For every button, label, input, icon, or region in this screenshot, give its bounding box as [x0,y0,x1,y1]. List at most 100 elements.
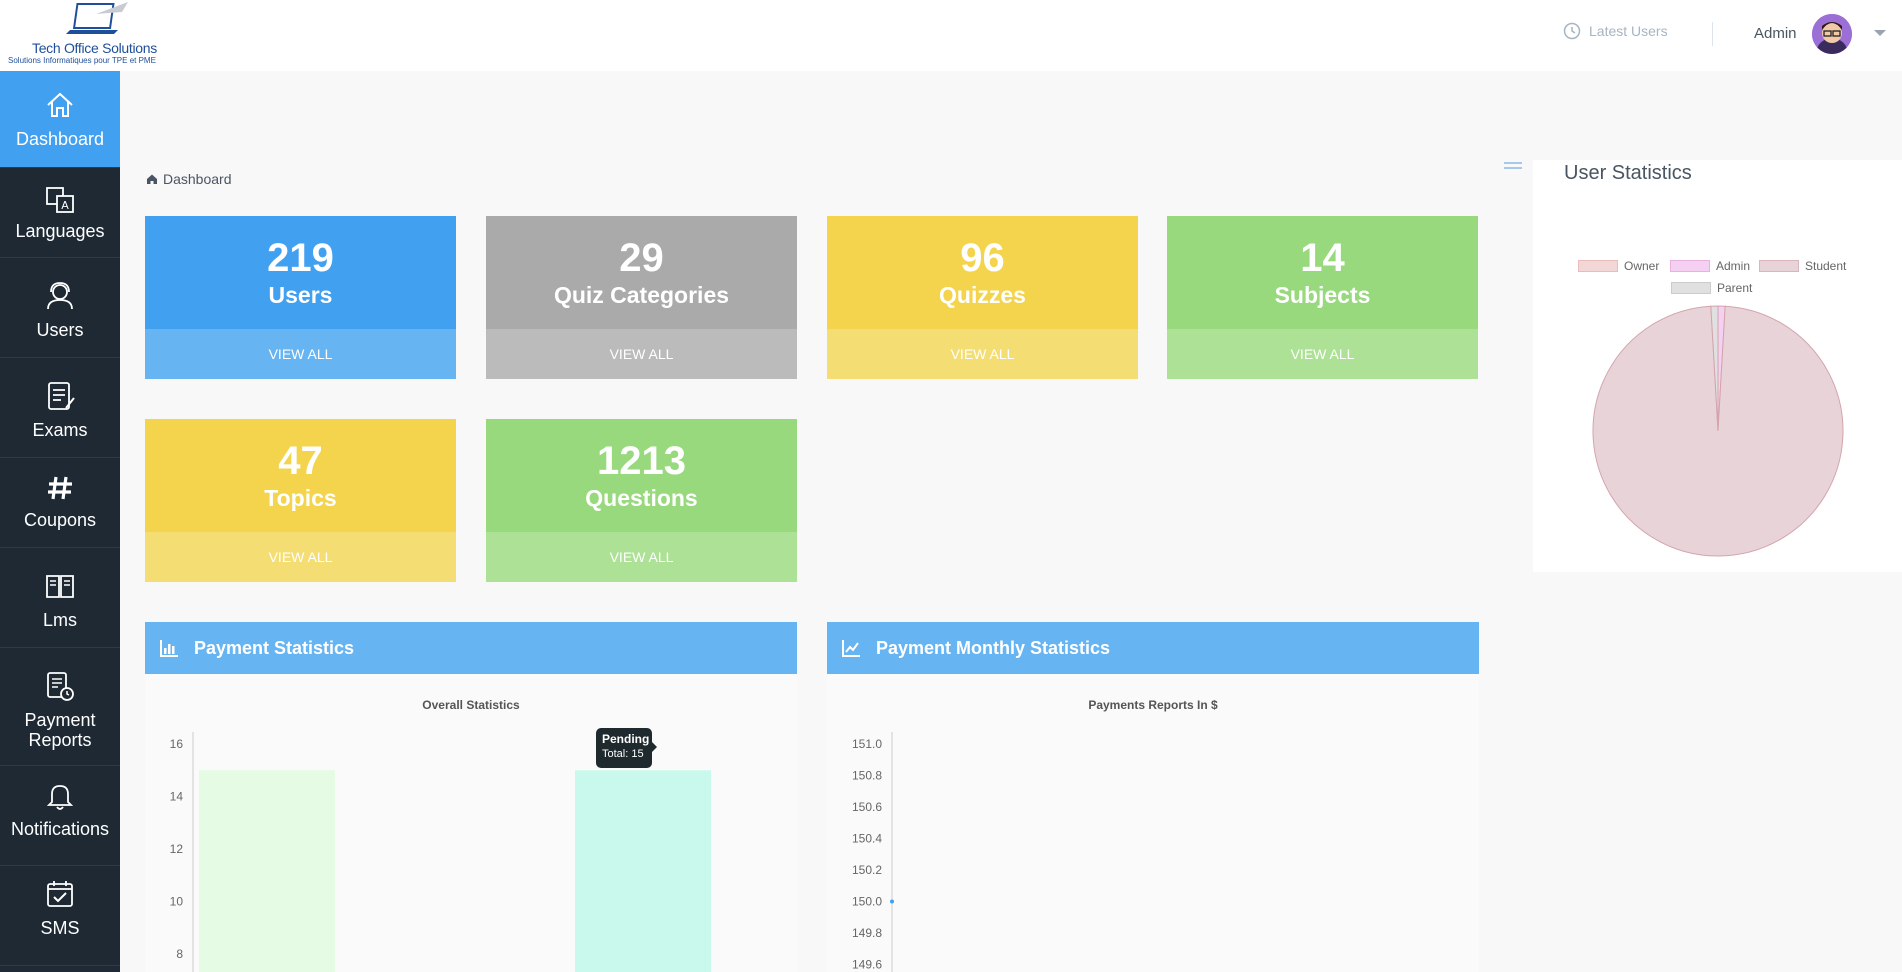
view-all-button[interactable]: VIEW ALL [486,532,797,582]
card-body: 14 Subjects [1167,216,1478,329]
sidebar-item-label: SMS [40,918,80,938]
stat-card-subjects: 14 Subjects VIEW ALL [1167,216,1478,379]
card-count: 219 [267,236,334,280]
bar-chart-icon [160,640,178,657]
tooltip-title: Pending [602,732,650,746]
view-all-button[interactable]: VIEW ALL [827,329,1138,379]
legend-item-admin[interactable]: Admin [1670,259,1750,273]
sidebar-item-notifications[interactable]: Notifications [0,766,120,866]
logo[interactable]: Tech Office Solutions Solutions Informat… [6,0,196,70]
home-icon [47,92,73,117]
pie-slice-parent[interactable] [1710,305,1719,432]
sidebar-item-label: Exams [32,420,88,440]
y-tick-label: 150.2 [852,863,882,877]
chart-title: Payments Reports In $ [1088,698,1218,712]
chart-tooltip: Pending Total: 15 [596,728,657,768]
laptop-logo-icon [66,2,128,34]
sidebar-item-label-line1: Payment [24,710,96,730]
y-tick-label: 12 [170,842,184,856]
y-tick-label: 10 [170,895,184,909]
card-body: 96 Quizzes [827,216,1138,329]
legend-item-parent[interactable]: Parent [1671,281,1752,295]
data-point[interactable] [890,899,894,904]
payment-monthly-statistics-panel: Payment Monthly Statistics Payments Repo… [827,622,1479,972]
card-body: 1213 Questions [486,419,797,532]
card-label: Questions [585,485,698,511]
stat-card-questions: 1213 Questions VIEW ALL [486,419,797,582]
hamburger-menu-icon[interactable] [1504,162,1522,174]
sidebar-item-payment-reports[interactable]: Payment Reports [0,648,120,766]
panel-title: User Statistics [1564,162,1692,184]
stat-card-quiz-categories: 29 Quiz Categories VIEW ALL [486,216,797,379]
svg-text:A: A [61,199,69,212]
stat-card-quizzes: 96 Quizzes VIEW ALL [827,216,1138,379]
card-count: 14 [1300,236,1345,280]
sidebar-item-label-line2: Reports [28,730,92,750]
sidebar-item-users[interactable]: Users [0,258,120,358]
user-name[interactable]: Admin [1754,25,1797,42]
exams-icon [48,382,75,410]
y-tick-label: 150.6 [852,800,882,814]
avatar[interactable] [1812,14,1852,54]
card-label: Users [268,282,333,308]
card-count: 29 [619,236,664,280]
user-menu-caret-icon[interactable] [1874,30,1886,36]
legend-label: Admin [1716,259,1751,273]
stat-card-users: 219 Users VIEW ALL [145,216,456,379]
latest-users-link[interactable]: Latest Users [1563,22,1668,40]
latest-users-label: Latest Users [1589,23,1668,39]
y-tick-label: 149.6 [852,958,882,972]
bar-pending[interactable] [575,770,711,972]
book-icon [46,575,74,598]
view-all-button[interactable]: VIEW ALL [486,329,797,379]
sidebar-item-coupons[interactable]: Coupons [0,458,120,548]
panel-header: Payment Statistics [145,622,797,674]
user-statistics-pie-chart [1592,305,1844,557]
chart-title: Overall Statistics [422,698,520,712]
user-statistics-panel: User Statistics Owner Admin Student Pare… [1533,160,1902,572]
view-all-button[interactable]: VIEW ALL [145,532,456,582]
view-all-button[interactable]: VIEW ALL [145,329,456,379]
pie-slice-student[interactable] [1592,305,1844,557]
y-tick-label: 150.4 [852,832,882,846]
logo-tagline: Solutions Informatiques pour TPE et PME [8,56,156,65]
sidebar-item-lms[interactable]: Lms [0,548,120,648]
bar-success[interactable] [199,770,335,972]
sidebar-item-dashboard[interactable]: Dashboard [0,71,120,168]
view-all-button[interactable]: VIEW ALL [1167,329,1478,379]
stat-card-topics: 47 Topics VIEW ALL [145,419,456,582]
sidebar-item-label: Users [36,320,84,340]
divider [1712,22,1713,46]
sidebar-item-label: Lms [42,610,77,630]
sidebar-item-languages[interactable]: A Languages [0,168,120,258]
card-label: Subjects [1274,282,1371,308]
card-label: Quizzes [939,282,1026,308]
sidebar: Dashboard A Languages Users Exams Coupon… [0,71,120,972]
calendar-check-icon [47,881,73,907]
line-chart-icon [842,640,860,657]
report-icon [47,672,74,701]
breadcrumb-label: Dashboard [163,171,232,187]
panel-title: Payment Statistics [194,638,355,658]
y-tick-label: 8 [176,947,183,961]
card-count: 96 [960,236,1005,280]
legend-item-owner[interactable]: Owner [1578,259,1659,273]
tooltip-body: Total: 15 [602,748,644,760]
card-body: 29 Quiz Categories [486,216,797,329]
sidebar-item-sms[interactable]: SMS [0,866,120,966]
sidebar-item-exams[interactable]: Exams [0,358,120,458]
panel-title: Payment Monthly Statistics [876,638,1111,658]
legend-label: Parent [1717,281,1753,295]
legend-swatch [1670,260,1710,272]
legend-swatch [1759,260,1799,272]
legend-item-student[interactable]: Student [1759,259,1846,273]
overall-statistics-chart: 16 14 12 10 8 [170,732,711,972]
payments-reports-chart: 151.0 150.8 150.6 150.4 150.2 150.0 149.8 149.6… [852,732,894,972]
breadcrumb[interactable]: Dashboard [146,171,232,187]
y-tick-label: 14 [170,790,184,804]
users-icon [47,282,73,310]
card-body: 47 Topics [145,419,456,532]
card-label: Quiz Categories [553,282,730,308]
legend-label: Owner [1624,259,1660,273]
avatar-image-icon [1812,14,1852,54]
